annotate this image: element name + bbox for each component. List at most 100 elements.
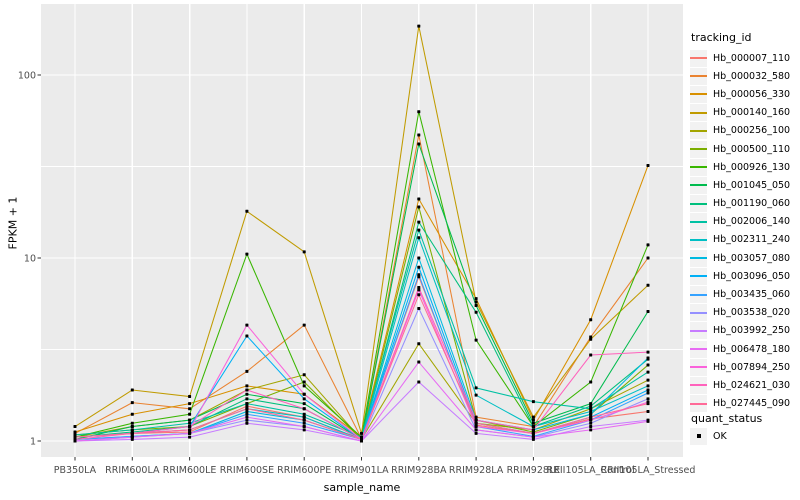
data-point	[302, 402, 306, 406]
data-point	[302, 373, 306, 377]
data-point	[417, 142, 421, 146]
data-point	[531, 418, 535, 422]
data-point	[417, 342, 421, 346]
data-point	[245, 418, 249, 422]
data-point	[589, 337, 593, 341]
data-point	[245, 402, 249, 406]
data-point	[589, 418, 593, 422]
data-point	[589, 353, 593, 357]
data-point	[646, 419, 650, 423]
data-point	[73, 425, 77, 429]
data-point	[646, 350, 650, 354]
data-point	[474, 428, 478, 432]
data-point	[646, 370, 650, 374]
data-point	[188, 407, 192, 411]
data-point	[589, 404, 593, 408]
y-axis-title: FPKM + 1	[6, 196, 20, 250]
data-point	[188, 395, 192, 399]
data-point	[302, 412, 306, 416]
y-tick-label: 10	[24, 254, 36, 265]
data-point	[417, 110, 421, 114]
x-tick-label: RRIM600LE	[163, 465, 217, 476]
data-point	[589, 415, 593, 419]
data-point	[646, 384, 650, 388]
data-point	[474, 421, 478, 425]
data-point	[589, 425, 593, 429]
data-point	[589, 318, 593, 322]
data-point	[589, 412, 593, 416]
data-point	[130, 421, 134, 425]
x-tick-label: RRIM600PE	[277, 465, 331, 476]
x-tick-label: RRIM901LA	[334, 465, 389, 476]
data-point	[417, 293, 421, 297]
data-point	[474, 425, 478, 429]
data-point	[130, 401, 134, 405]
data-point	[417, 380, 421, 384]
data-point	[417, 273, 421, 277]
data-point	[646, 164, 650, 168]
data-point	[417, 256, 421, 260]
data-point	[531, 421, 535, 425]
data-point	[531, 425, 535, 429]
data-point	[646, 256, 650, 260]
data-point	[188, 421, 192, 425]
data-point	[302, 397, 306, 401]
data-point	[302, 425, 306, 429]
data-point	[417, 133, 421, 137]
data-point	[245, 252, 249, 256]
data-point	[245, 412, 249, 416]
x-axis-title: sample_name	[323, 481, 401, 494]
data-point	[531, 435, 535, 439]
data-point	[245, 407, 249, 411]
data-point	[646, 378, 650, 382]
data-point	[245, 323, 249, 327]
x-tick-label: RRIM600SE	[220, 465, 274, 476]
data-point	[245, 397, 249, 401]
data-point	[302, 428, 306, 432]
data-point	[188, 431, 192, 435]
data-point	[474, 310, 478, 314]
data-point	[417, 205, 421, 209]
data-point	[188, 428, 192, 432]
data-point	[417, 24, 421, 28]
data-point	[188, 418, 192, 422]
data-point	[417, 228, 421, 232]
data-point	[531, 428, 535, 432]
data-point	[474, 415, 478, 419]
data-point	[245, 404, 249, 408]
data-point	[531, 415, 535, 419]
data-point	[302, 380, 306, 384]
data-point	[245, 209, 249, 213]
data-point	[531, 431, 535, 435]
data-point	[417, 306, 421, 310]
data-point	[245, 369, 249, 373]
x-tick-label: PB350LA	[54, 465, 97, 476]
data-point	[360, 437, 363, 441]
data-point	[188, 412, 192, 416]
data-point	[130, 425, 134, 429]
data-point	[417, 236, 421, 240]
data-point	[73, 435, 77, 439]
data-point	[474, 393, 478, 397]
data-point	[646, 397, 650, 401]
data-point	[646, 402, 650, 406]
data-point	[589, 421, 593, 425]
data-point	[302, 415, 306, 419]
data-point	[245, 388, 249, 392]
x-tick-label: RRIM928BA	[391, 465, 447, 476]
data-point	[646, 363, 650, 367]
data-point	[474, 418, 478, 422]
data-point	[646, 409, 650, 413]
data-point	[646, 356, 650, 360]
data-point	[531, 400, 535, 404]
data-point	[417, 197, 421, 201]
x-tick-label: RRIM928LE	[507, 465, 561, 476]
data-point	[188, 435, 192, 439]
data-point	[646, 388, 650, 392]
data-point	[589, 380, 593, 384]
data-point	[245, 392, 249, 396]
x-tick-label: RRIM600LA	[105, 465, 160, 476]
data-point	[302, 392, 306, 396]
